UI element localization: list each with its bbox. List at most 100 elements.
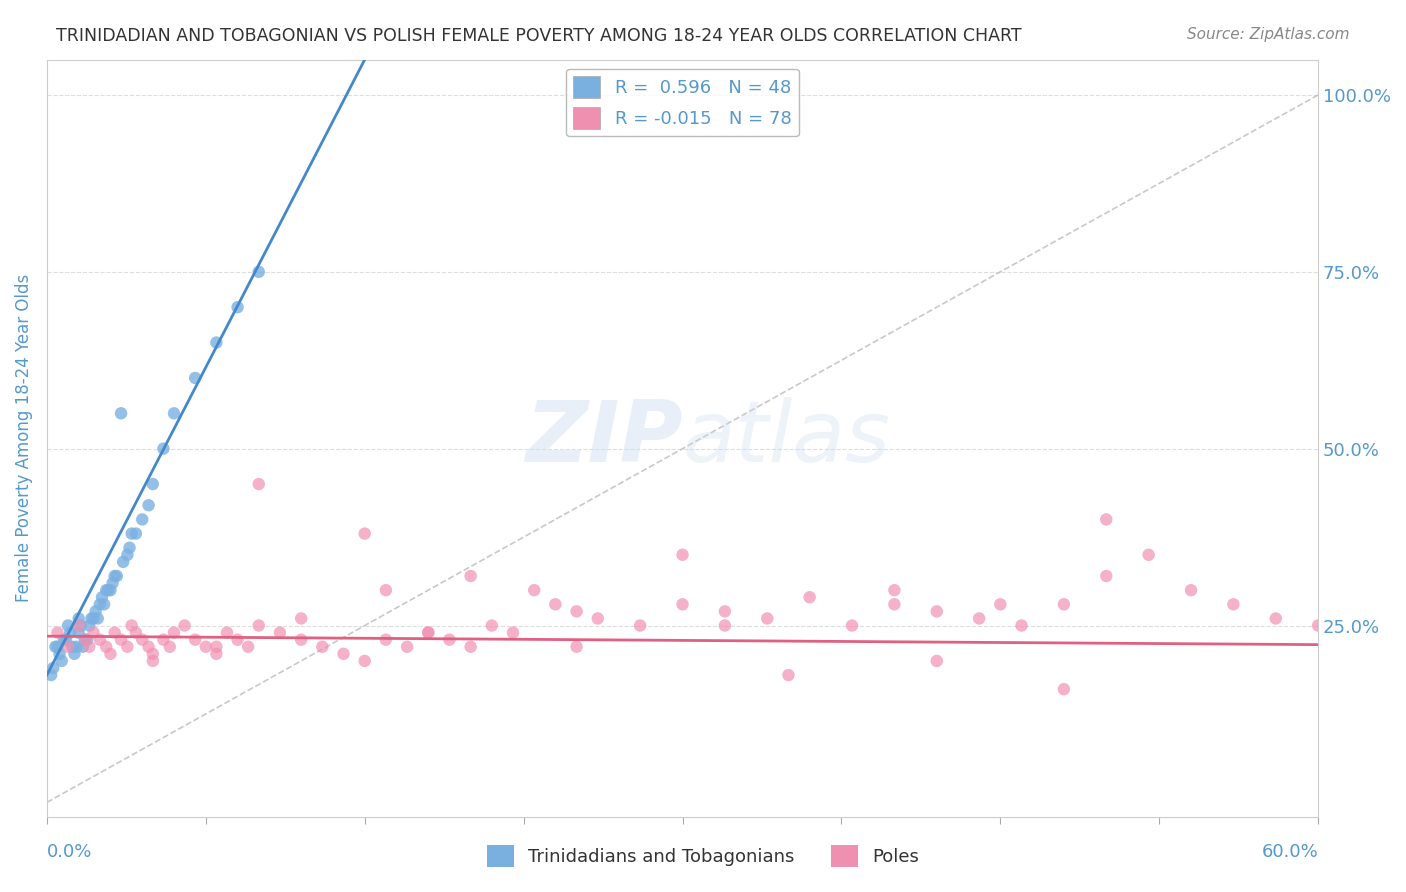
Point bbox=[56, 618, 79, 632]
Point bbox=[841, 618, 863, 632]
Point bbox=[138, 498, 160, 512]
Point bbox=[104, 569, 127, 583]
Point bbox=[101, 576, 124, 591]
Point bbox=[883, 583, 905, 598]
Point bbox=[69, 618, 91, 632]
Point bbox=[439, 632, 461, 647]
Point bbox=[121, 526, 143, 541]
Point bbox=[67, 618, 90, 632]
Text: atlas: atlas bbox=[682, 397, 890, 480]
Point bbox=[55, 632, 77, 647]
Point bbox=[142, 654, 165, 668]
Point bbox=[194, 640, 217, 654]
Point bbox=[46, 640, 69, 654]
Point bbox=[353, 526, 375, 541]
Point bbox=[205, 647, 228, 661]
Point bbox=[418, 625, 440, 640]
Point bbox=[83, 611, 105, 625]
Point bbox=[91, 591, 114, 605]
Point bbox=[117, 548, 139, 562]
Point bbox=[1137, 548, 1160, 562]
Point bbox=[1095, 569, 1118, 583]
Point bbox=[502, 625, 524, 640]
Point bbox=[83, 625, 105, 640]
Point bbox=[77, 640, 100, 654]
Point bbox=[44, 640, 66, 654]
Point bbox=[1053, 597, 1076, 611]
Text: TRINIDADIAN AND TOBAGONIAN VS POLISH FEMALE POVERTY AMONG 18-24 YEAR OLDS CORREL: TRINIDADIAN AND TOBAGONIAN VS POLISH FEM… bbox=[56, 27, 1022, 45]
Point bbox=[125, 625, 148, 640]
Point bbox=[117, 640, 139, 654]
Point bbox=[159, 640, 181, 654]
Point bbox=[238, 640, 260, 654]
Point bbox=[1011, 618, 1033, 632]
Point bbox=[460, 569, 482, 583]
Point bbox=[105, 569, 128, 583]
Point bbox=[173, 618, 195, 632]
Point bbox=[125, 526, 148, 541]
Point bbox=[988, 597, 1011, 611]
Point bbox=[65, 640, 87, 654]
Point bbox=[925, 654, 948, 668]
Point bbox=[290, 632, 312, 647]
Point bbox=[96, 583, 118, 598]
Point bbox=[112, 555, 135, 569]
Point bbox=[1222, 597, 1244, 611]
Point bbox=[184, 371, 207, 385]
Point bbox=[671, 597, 693, 611]
Point bbox=[87, 611, 110, 625]
Point bbox=[756, 611, 779, 625]
Point bbox=[46, 625, 69, 640]
Point bbox=[883, 597, 905, 611]
Point bbox=[628, 618, 651, 632]
Point bbox=[247, 618, 270, 632]
Point bbox=[56, 640, 79, 654]
Point bbox=[89, 597, 111, 611]
Point bbox=[247, 265, 270, 279]
Point bbox=[778, 668, 800, 682]
Point bbox=[1308, 618, 1330, 632]
Point bbox=[142, 647, 165, 661]
Legend: R =  0.596   N = 48, R = -0.015   N = 78: R = 0.596 N = 48, R = -0.015 N = 78 bbox=[567, 69, 799, 136]
Point bbox=[96, 640, 118, 654]
Point bbox=[48, 647, 70, 661]
Point bbox=[52, 632, 75, 647]
Point bbox=[100, 583, 122, 598]
Text: 60.0%: 60.0% bbox=[1261, 843, 1319, 861]
Y-axis label: Female Poverty Among 18-24 Year Olds: Female Poverty Among 18-24 Year Olds bbox=[15, 274, 32, 602]
Point bbox=[59, 625, 82, 640]
Point bbox=[226, 632, 249, 647]
Point bbox=[89, 632, 111, 647]
Point bbox=[925, 604, 948, 618]
Point bbox=[80, 611, 103, 625]
Point bbox=[544, 597, 567, 611]
Point bbox=[1053, 682, 1076, 697]
Legend: Trinidadians and Tobagonians, Poles: Trinidadians and Tobagonians, Poles bbox=[479, 838, 927, 874]
Point bbox=[332, 647, 354, 661]
Point bbox=[311, 640, 333, 654]
Point bbox=[100, 647, 122, 661]
Point bbox=[565, 604, 588, 618]
Point bbox=[205, 640, 228, 654]
Point bbox=[76, 632, 98, 647]
Point bbox=[73, 632, 96, 647]
Point bbox=[97, 583, 120, 598]
Point bbox=[84, 604, 107, 618]
Point bbox=[142, 477, 165, 491]
Point bbox=[418, 625, 440, 640]
Point bbox=[1264, 611, 1286, 625]
Point bbox=[799, 591, 821, 605]
Point bbox=[714, 618, 737, 632]
Point bbox=[152, 442, 174, 456]
Point bbox=[42, 661, 65, 675]
Point bbox=[131, 512, 153, 526]
Point bbox=[93, 597, 115, 611]
Point bbox=[269, 625, 291, 640]
Point bbox=[1095, 512, 1118, 526]
Point bbox=[39, 668, 62, 682]
Point bbox=[290, 611, 312, 625]
Point bbox=[163, 406, 186, 420]
Point bbox=[205, 335, 228, 350]
Point bbox=[138, 640, 160, 654]
Point bbox=[374, 632, 396, 647]
